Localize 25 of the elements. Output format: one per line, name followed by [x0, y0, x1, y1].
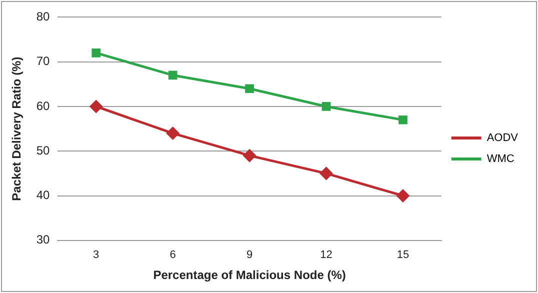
y-tick-label: 70	[36, 54, 50, 68]
point	[243, 149, 256, 162]
point	[322, 102, 331, 111]
point	[92, 48, 101, 58]
x-tick-label: 9	[246, 249, 253, 262]
point	[166, 127, 180, 140]
y-tick-label: 40	[36, 188, 50, 202]
point	[396, 190, 410, 202]
point	[168, 70, 178, 80]
legend-label: WMC	[486, 153, 514, 166]
point	[90, 100, 102, 113]
y-tick-label: 80	[36, 10, 50, 24]
point	[398, 115, 408, 124]
x-axis-title: Percentage of Malicious Node (%)	[153, 268, 346, 282]
y-tick-label: 50	[36, 143, 50, 158]
y-axis-title: Packet Delivery Ratio (%)	[10, 56, 24, 201]
y-tick-label: 60	[36, 98, 50, 113]
legend-label: AODV	[486, 132, 519, 144]
x-tick-label: 12	[320, 249, 332, 262]
point	[245, 84, 254, 94]
x-tick-label: 15	[396, 249, 410, 262]
y-tick-label: 30	[36, 232, 50, 247]
x-tick-label: 3	[93, 249, 100, 262]
point	[320, 167, 333, 180]
x-tick-label: 6	[170, 249, 176, 262]
